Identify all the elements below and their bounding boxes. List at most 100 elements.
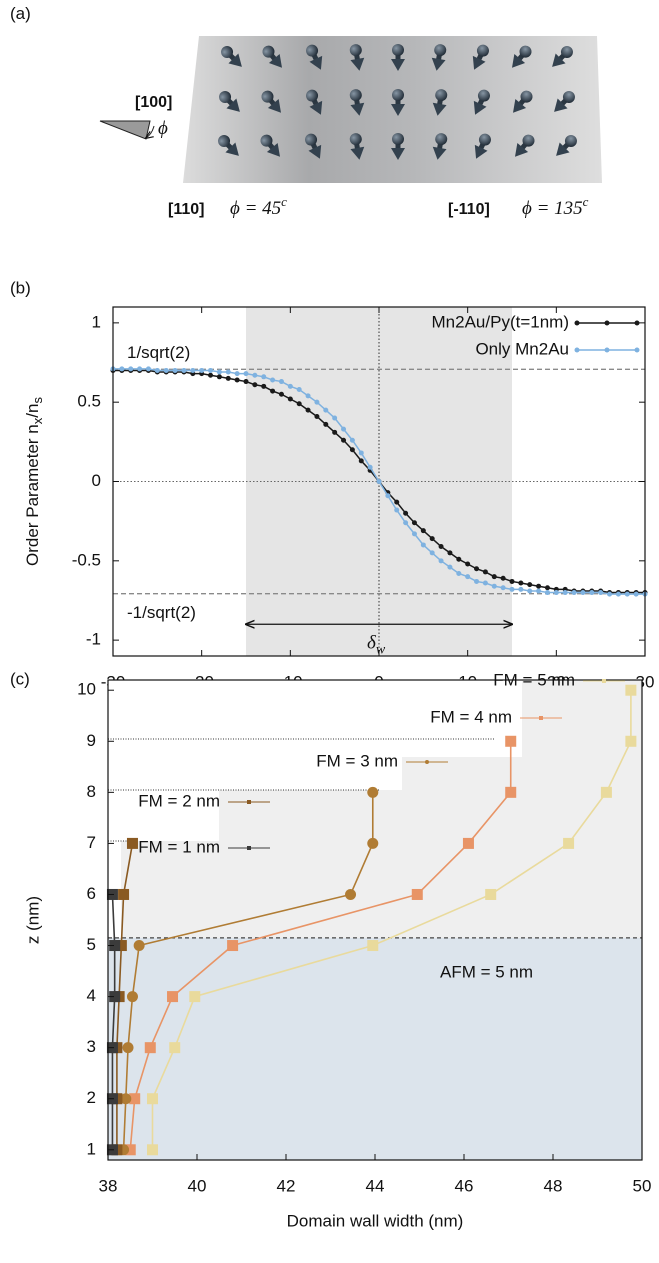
- y-axis-label-part: /n: [23, 404, 42, 418]
- marker: [485, 888, 497, 900]
- axis-label: [-110]: [448, 201, 490, 218]
- marker: [633, 591, 639, 597]
- marker: [527, 588, 533, 594]
- span-label: δw: [367, 633, 386, 658]
- marker: [216, 374, 222, 380]
- series-line: [122, 792, 374, 1150]
- marker: [482, 569, 488, 575]
- marker: [403, 520, 409, 526]
- y-axis-label: z (nm): [23, 896, 42, 944]
- x-tick-label: 38: [99, 1176, 118, 1195]
- marker: [376, 479, 382, 484]
- marker: [420, 542, 426, 548]
- marker: [403, 510, 409, 516]
- marker: [120, 1093, 132, 1105]
- marker: [580, 590, 586, 596]
- marker: [341, 426, 347, 432]
- marker: [624, 591, 630, 597]
- marker: [119, 366, 125, 372]
- marker: [394, 507, 400, 513]
- marker: [332, 429, 338, 435]
- y-tick-label: 10: [77, 680, 96, 699]
- marker: [208, 367, 214, 373]
- marker: [447, 550, 453, 556]
- afm-label: AFM = 5 nm: [440, 962, 533, 981]
- marker: [323, 407, 329, 413]
- marker: [491, 583, 497, 589]
- angle-text: ϕ = 45: [230, 198, 281, 219]
- marker: [411, 531, 417, 537]
- marker: [126, 991, 138, 1003]
- marker: [199, 367, 205, 373]
- x-tick-label: 50: [633, 1176, 652, 1195]
- marker: [438, 544, 444, 550]
- panel-a: (a): [10, 4, 602, 219]
- marker: [456, 571, 462, 577]
- marker: [589, 590, 595, 596]
- marker: [474, 578, 480, 584]
- marker: [563, 837, 575, 849]
- legend-marker: [539, 716, 543, 720]
- marker: [126, 837, 138, 849]
- panel-c-background: [108, 680, 642, 938]
- marker: [278, 379, 284, 385]
- y-tick-label: 5: [87, 935, 96, 954]
- marker: [208, 372, 214, 378]
- marker: [607, 591, 613, 597]
- legend-marker: [574, 320, 580, 326]
- marker: [367, 786, 379, 798]
- marker: [137, 366, 143, 372]
- panel-label: (a): [10, 4, 31, 23]
- legend-marker: [247, 846, 251, 850]
- marker: [465, 574, 471, 580]
- legend-marker: [425, 760, 429, 764]
- marker: [118, 888, 130, 900]
- marker: [314, 413, 320, 419]
- axis-text: [-110]: [448, 201, 490, 218]
- legend-marker: [634, 320, 640, 326]
- slab: [183, 36, 602, 183]
- span-label-text: δ: [367, 633, 377, 654]
- marker: [600, 786, 612, 798]
- marker: [456, 556, 462, 562]
- marker: [625, 735, 637, 747]
- marker: [243, 379, 249, 385]
- marker: [367, 837, 379, 849]
- marker: [358, 450, 364, 456]
- marker: [429, 536, 435, 542]
- x-axis-label: Domain wall width (nm): [287, 1211, 464, 1230]
- marker: [278, 391, 284, 397]
- marker: [349, 447, 355, 453]
- marker: [287, 396, 293, 402]
- legend-marker: [602, 679, 606, 683]
- marker: [553, 590, 559, 596]
- y-axis-label: Order Parameter nx/ns: [23, 397, 45, 566]
- legend-label: FM = 1 nm: [138, 837, 220, 856]
- marker: [252, 372, 258, 378]
- legend-label: FM = 5 nm: [493, 670, 575, 689]
- marker: [270, 388, 276, 394]
- marker: [411, 888, 423, 900]
- angle-label: ϕ = 45c: [230, 194, 287, 219]
- angle-arc: [146, 125, 155, 138]
- marker: [190, 367, 196, 373]
- marker: [145, 366, 151, 372]
- marker: [122, 1042, 134, 1054]
- marker: [109, 991, 121, 1003]
- marker: [429, 550, 435, 556]
- y-tick-label: -1: [86, 630, 101, 649]
- marker: [296, 386, 302, 392]
- angle-unit: c: [583, 194, 589, 209]
- marker: [172, 367, 178, 373]
- marker: [128, 366, 134, 372]
- marker: [349, 437, 355, 443]
- y-axis-label-sub: x: [30, 417, 45, 424]
- y-tick-label: 1: [92, 312, 101, 331]
- marker: [115, 940, 127, 952]
- marker: [234, 377, 240, 383]
- fm-region: [121, 680, 642, 938]
- legend-label: FM = 2 nm: [138, 791, 220, 810]
- marker: [367, 940, 379, 952]
- marker: [345, 888, 357, 900]
- y-tick-label: 2: [87, 1088, 96, 1107]
